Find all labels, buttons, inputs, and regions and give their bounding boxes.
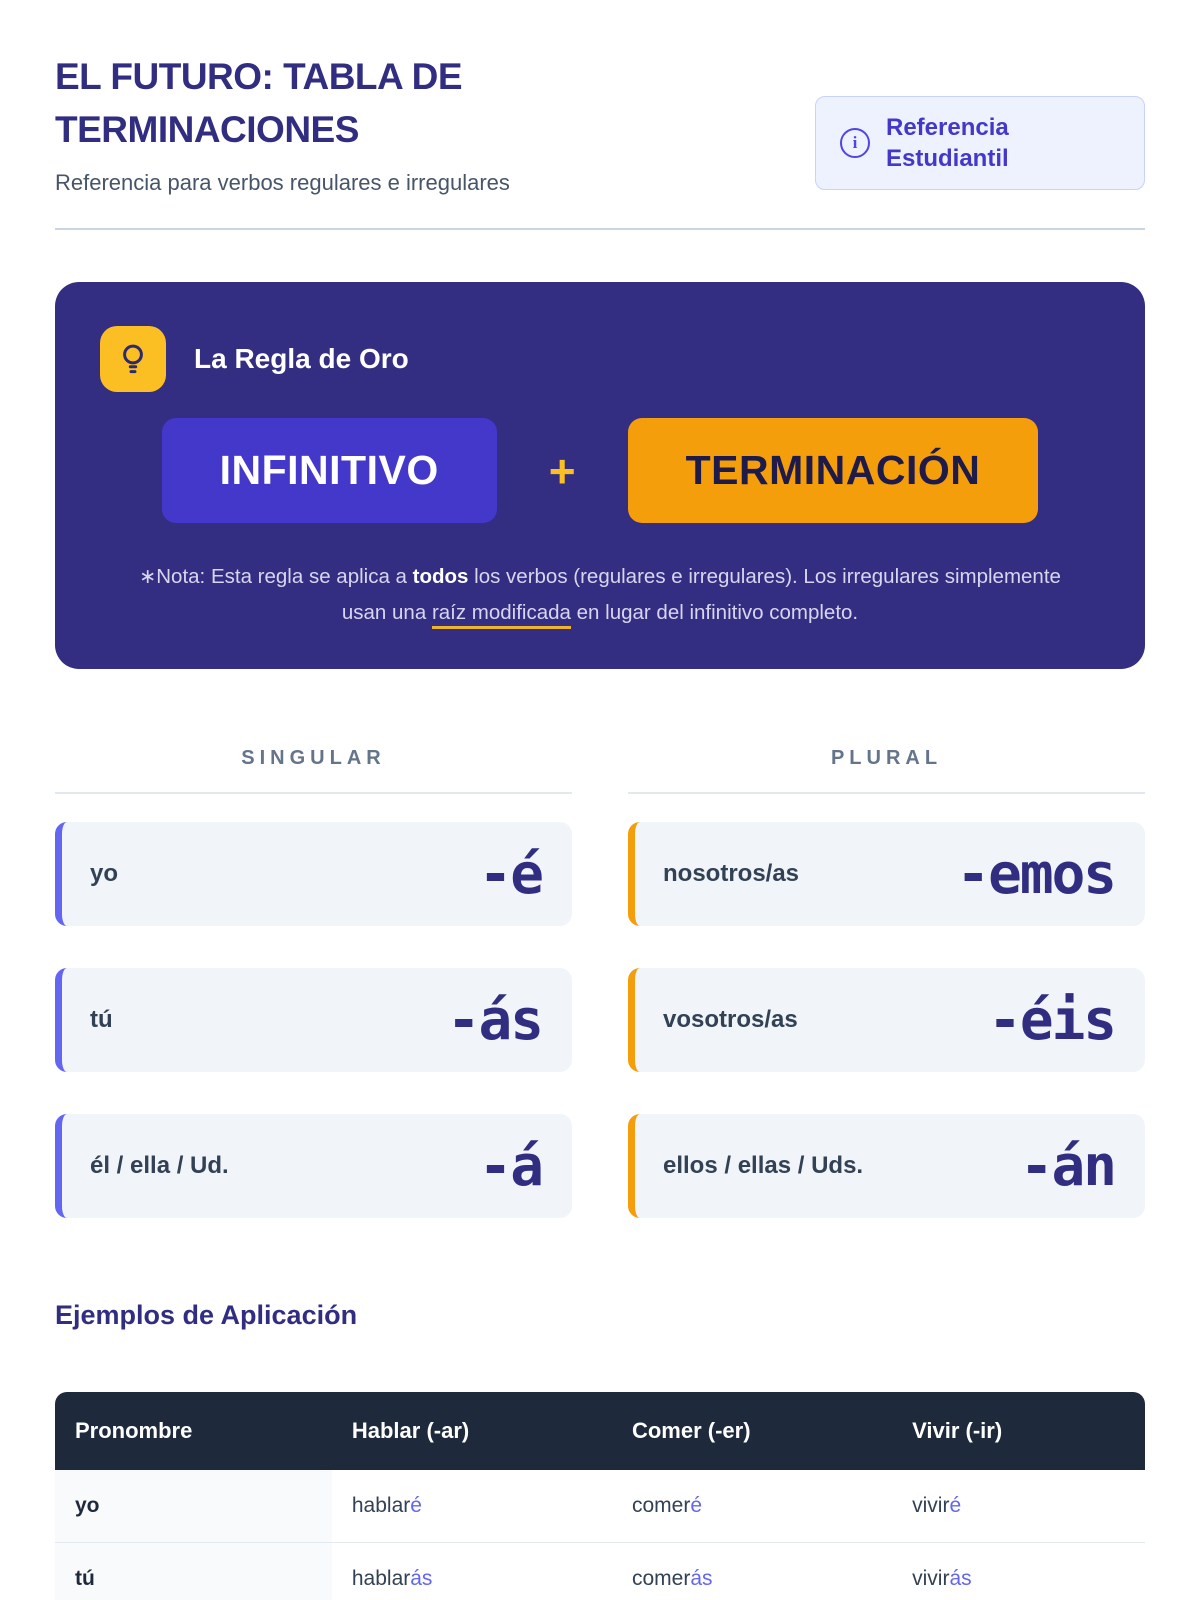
reference-badge: i Referencia Estudiantil <box>815 96 1145 190</box>
verb-ending: é <box>949 1494 962 1517</box>
ending-card-vosotros: vosotros/as -éis <box>628 968 1145 1072</box>
note-mid: los verbos (regulares e irregulares). Lo… <box>341 565 1061 624</box>
table-row: tú hablarás comerás vivirás <box>55 1542 1145 1600</box>
verb-cell: vivirás <box>892 1542 1145 1600</box>
ending-card-tu: tú -ás <box>55 968 572 1072</box>
golden-rule-header: La Regla de Oro <box>100 326 1100 392</box>
verb-ending: ás <box>690 1567 713 1590</box>
badge-line1: Referencia <box>886 114 1009 141</box>
pronoun-label: nosotros/as <box>663 860 800 887</box>
badge-line2: Estudiantil <box>886 145 1009 172</box>
badge-label: Referencia Estudiantil <box>886 112 1009 174</box>
golden-rule-title: La Regla de Oro <box>194 343 409 374</box>
ending-value: -éis <box>988 987 1117 1053</box>
ending-value: -á <box>478 1133 544 1199</box>
verb-stem: vivir <box>912 1494 950 1517</box>
pronoun-label: ellos / ellas / Uds. <box>663 1152 864 1179</box>
ending-card-el-ella-ud: él / ella / Ud. -á <box>55 1114 572 1218</box>
ending-value: -án <box>1019 1133 1117 1199</box>
verb-ending: ás <box>410 1567 433 1590</box>
endings-section: SINGULAR yo -é tú -ás él / ella / Ud. -á… <box>55 747 1145 1218</box>
verb-cell: viviré <box>892 1470 1145 1543</box>
verb-ending: é <box>410 1494 422 1517</box>
column-header-vivir: Vivir (-ir) <box>892 1392 1145 1470</box>
table-row: yo hablaré comeré viviré <box>55 1470 1145 1543</box>
row-pronoun: tú <box>55 1542 332 1600</box>
verb-cell: comeré <box>611 1470 893 1543</box>
plural-divider <box>628 792 1145 794</box>
column-header-pronombre: Pronombre <box>55 1392 332 1470</box>
rule-formula: INFINITIVO + TERMINACIÓN <box>100 418 1100 523</box>
verb-stem: comer <box>631 1494 691 1517</box>
ending-pill: TERMINACIÓN <box>627 418 1039 523</box>
verb-cell: comerás <box>611 1542 893 1600</box>
plural-heading: PLURAL <box>830 747 943 769</box>
ending-value: -é <box>478 841 544 907</box>
ending-value: -emos <box>956 841 1117 907</box>
row-pronoun: yo <box>55 1470 332 1543</box>
pronoun-label: yo <box>90 860 119 887</box>
verb-cell: hablarás <box>331 1542 612 1600</box>
singular-column: SINGULAR yo -é tú -ás él / ella / Ud. -á <box>55 747 572 1218</box>
verb-stem: hablar <box>351 1494 411 1517</box>
page: EL FUTURO: TABLA DE TERMINACIONES Refere… <box>55 0 1145 1600</box>
pronoun-label: tú <box>90 1006 113 1033</box>
verb-stem: comer <box>631 1567 691 1590</box>
ending-card-nosotros: nosotros/as -emos <box>628 822 1145 926</box>
singular-heading: SINGULAR <box>241 747 386 769</box>
table-header-row: Pronombre Hablar (-ar) Comer (-er) Vivir… <box>55 1392 1145 1470</box>
examples-table: Pronombre Hablar (-ar) Comer (-er) Vivir… <box>55 1392 1145 1600</box>
verb-stem: hablar <box>351 1567 411 1590</box>
golden-rule-card: La Regla de Oro INFINITIVO + TERMINACIÓN… <box>55 282 1145 669</box>
plural-column: PLURAL nosotros/as -emos vosotros/as -éi… <box>628 747 1145 1218</box>
verb-ending: ás <box>949 1567 972 1590</box>
info-icon: i <box>840 128 870 158</box>
plus-sign: + <box>548 444 576 497</box>
note-prefix: ∗Nota: Esta regla se aplica a <box>139 565 413 588</box>
ending-value: -ás <box>446 987 544 1053</box>
ending-card-yo: yo -é <box>55 822 572 926</box>
column-header-hablar: Hablar (-ar) <box>331 1392 612 1470</box>
pronoun-label: vosotros/as <box>663 1006 798 1033</box>
infinitive-pill: INFINITIVO <box>161 418 497 523</box>
rule-note: ∗Nota: Esta regla se aplica a todos los … <box>100 559 1100 631</box>
note-bold: todos <box>412 565 469 588</box>
pronoun-label: él / ella / Ud. <box>90 1152 229 1179</box>
lightbulb-icon <box>100 326 166 392</box>
examples-heading: Ejemplos de Aplicación <box>55 1300 358 1330</box>
ending-card-ellos-ellas-uds: ellos / ellas / Uds. -án <box>628 1114 1145 1218</box>
note-underlined: raíz modificada <box>431 601 571 629</box>
verb-cell: hablaré <box>331 1470 612 1543</box>
header-divider <box>55 228 1145 230</box>
singular-divider <box>55 792 572 794</box>
header: EL FUTURO: TABLA DE TERMINACIONES Refere… <box>55 50 1145 196</box>
header-titles: EL FUTURO: TABLA DE TERMINACIONES Refere… <box>55 50 595 196</box>
page-title: EL FUTURO: TABLA DE TERMINACIONES <box>55 56 463 150</box>
verb-ending: é <box>690 1494 703 1517</box>
note-suffix: en lugar del infinitivo completo. <box>570 601 859 624</box>
column-header-comer: Comer (-er) <box>611 1392 893 1470</box>
verb-stem: vivir <box>912 1567 950 1590</box>
page-subtitle: Referencia para verbos regulares e irreg… <box>55 170 510 195</box>
